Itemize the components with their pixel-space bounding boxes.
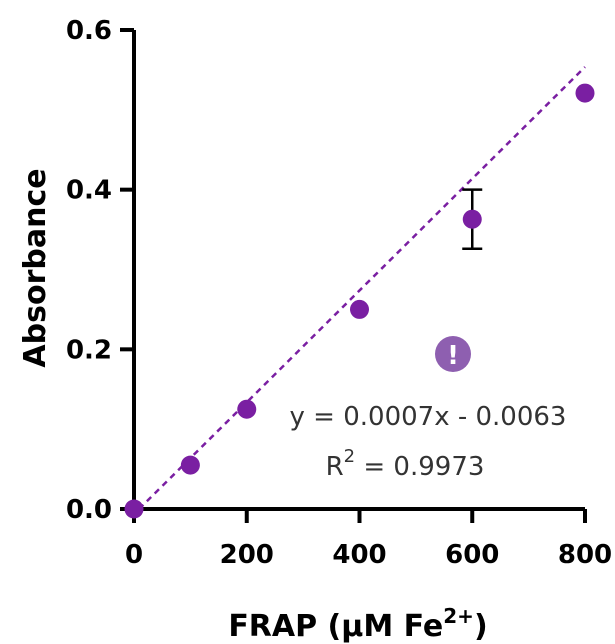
y-tick-label: 0.0 bbox=[66, 495, 112, 525]
exclamation-icon-symbol: ! bbox=[447, 341, 459, 371]
x-axis-title-main: FRAP (μM Fe bbox=[228, 609, 443, 644]
x-axis-title-suffix: ) bbox=[474, 609, 488, 644]
y-tick-label: 0.2 bbox=[66, 335, 112, 365]
data-points bbox=[124, 83, 595, 519]
y-ticks: 0.0 0.2 0.4 0.6 bbox=[66, 16, 134, 525]
x-axis-title-sup: 2+ bbox=[443, 604, 474, 628]
data-point bbox=[124, 499, 144, 519]
y-tick-label: 0.4 bbox=[66, 176, 112, 206]
data-point bbox=[237, 399, 257, 419]
x-ticks: 0 200 400 600 800 bbox=[125, 509, 612, 570]
x-tick-label: 600 bbox=[445, 540, 499, 570]
data-point bbox=[180, 455, 200, 475]
data-point bbox=[462, 209, 482, 229]
data-point bbox=[350, 299, 369, 319]
axes bbox=[132, 30, 585, 511]
exclamation-icon bbox=[435, 336, 471, 372]
data-point bbox=[575, 83, 595, 103]
x-tick-label: 800 bbox=[558, 540, 612, 570]
x-tick-label: 400 bbox=[332, 540, 386, 570]
r-squared-prefix: R bbox=[326, 452, 344, 482]
regression-equation: y = 0.0007x - 0.0063 bbox=[290, 402, 567, 432]
r-squared-value: = 0.9973 bbox=[355, 452, 484, 482]
y-tick-label: 0.6 bbox=[66, 16, 112, 46]
y-axis-title: Absorbance bbox=[18, 168, 53, 367]
x-tick-label: 200 bbox=[220, 540, 274, 570]
fit-line bbox=[138, 66, 586, 510]
r-squared-label: R2 = 0.9973 bbox=[326, 446, 485, 482]
x-tick-label: 0 bbox=[125, 540, 143, 570]
warning-icon-group: ! bbox=[435, 336, 471, 372]
r-squared-sup: 2 bbox=[344, 446, 355, 467]
x-axis-title: FRAP (μM Fe2+) bbox=[228, 604, 487, 644]
